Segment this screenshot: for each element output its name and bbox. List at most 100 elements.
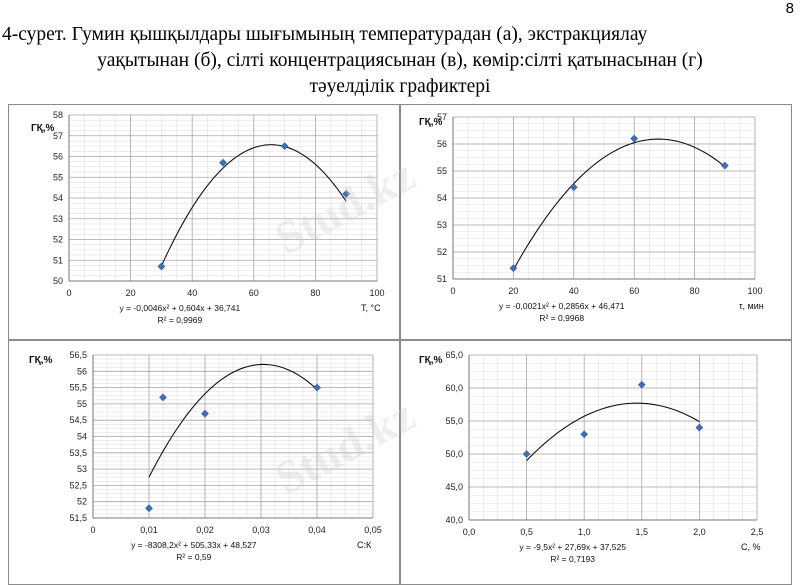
y-tick-label: 56 [437, 139, 447, 149]
x-tick-label: 0 [450, 286, 455, 296]
y-tick-label: 55 [77, 399, 87, 409]
x-tick-label: 40 [187, 288, 197, 298]
y-tick-label: 50,0 [445, 449, 463, 459]
chart-svg: 0,0 0,5 1,0 1,5 2,0 2,5 40,0 45,0 50,0 55,0 60,0 65… [419, 350, 764, 564]
x-tick-label: 80 [690, 286, 700, 296]
y-tick-label: 52,5 [69, 480, 87, 490]
y-tick-label: 55 [53, 172, 63, 182]
trend-line [526, 402, 700, 462]
x-tick-label: 80 [310, 288, 320, 298]
y-tick-label: 52 [77, 497, 87, 507]
y-tick-label: 56,5 [69, 350, 87, 360]
y-tick-label: 55 [437, 166, 447, 176]
y-tick-label: 52 [53, 235, 63, 245]
x-tick-label: 0,02 [196, 525, 214, 535]
x-axis-label: С:К [357, 540, 372, 550]
y-tick-label: 55,0 [445, 416, 463, 426]
data-point [569, 183, 578, 192]
x-tick-label: 0 [90, 525, 95, 535]
r-squared: R² = 0,9969 [158, 315, 203, 325]
y-tick-label: 55,5 [69, 383, 87, 393]
x-tick-label: 1,0 [578, 527, 591, 537]
y-tick-label: 52 [437, 247, 447, 257]
caption-line-2: уақытынан (б), сілті концентрациясынан (… [97, 50, 703, 71]
x-tick-label: 100 [369, 288, 384, 298]
y-tick-label: 58 [53, 110, 63, 120]
trend-equation: y = -0,0021x² + 0,2856x + 46,471 [499, 301, 625, 311]
data-point [695, 423, 704, 432]
caption-line-3: тәуелділік графиктері [309, 76, 491, 97]
y-tick-label: 57 [53, 131, 63, 141]
x-tick-label: 0,03 [252, 525, 270, 535]
y-tick-label: 51 [437, 274, 447, 284]
y-tick-label: 53,5 [69, 448, 87, 458]
trend-equation: y = -8308,2x² + 505,33x + 48,527 [131, 540, 257, 550]
x-tick-label: 2,5 [751, 527, 764, 537]
y-tick-label: 45,0 [445, 482, 463, 492]
chart-extraction-time: 0 20 40 60 80 100 51 52 53 54 55 56 57 ГҚ,% τ, мин y = … [400, 104, 792, 340]
y-tick-label: 65,0 [445, 350, 463, 360]
x-tick-label: 60 [249, 288, 259, 298]
data-point [522, 450, 531, 458]
chart-alkali-concentration: 0 0,01 0,02 0,03 0,04 0,05 51,5 52 52,5 53 53,5 54 5… [8, 340, 400, 585]
r-squared: R² = 0,59 [176, 552, 211, 562]
chart-coal-alkali-ratio: 0,0 0,5 1,0 1,5 2,0 2,5 40,0 45,0 50,0 55,0 60,0 65… [400, 340, 792, 585]
y-tick-label: 53 [53, 214, 63, 224]
x-tick-label: 0,5 [520, 527, 533, 537]
x-tick-label: 0,04 [308, 525, 326, 535]
trend-equation: y = -0,0046x² + 0,604x + 36,741 [120, 303, 241, 313]
y-tick-label: 54 [437, 193, 447, 203]
y-tick-label: 60,0 [445, 383, 463, 393]
x-tick-label: 40 [569, 286, 579, 296]
y-tick-label: 50 [53, 276, 63, 286]
x-axis-label: T, °C [361, 303, 381, 313]
data-point [201, 409, 209, 418]
data-point [157, 262, 166, 271]
chart-temperature: 0 20 40 60 80 100 50 51 52 53 54 55 56 57 58 ГҚ,% T, °C y… [8, 104, 400, 340]
data-point [145, 504, 153, 513]
y-axis-label: ГҚ,% [31, 123, 55, 134]
data-point [219, 158, 227, 167]
x-tick-label: 2,0 [693, 527, 706, 537]
x-tick-label: 20 [126, 288, 136, 298]
y-tick-label: 57 [437, 112, 447, 122]
y-axis-label: ГҚ,% [419, 117, 443, 128]
trend-equation: y = -9,5x² + 27,69x + 37,525 [519, 542, 626, 552]
x-axis-label: C, % [741, 542, 761, 552]
data-point [637, 380, 646, 389]
data-point [509, 264, 518, 273]
x-tick-label: 100 [747, 286, 762, 296]
trend-line [512, 138, 726, 271]
x-tick-label: 20 [508, 286, 518, 296]
trend-line [148, 363, 318, 478]
y-tick-label: 56 [53, 152, 63, 162]
trend-line [160, 144, 347, 267]
y-tick-label: 40,0 [445, 515, 463, 525]
y-axis-label: ГҚ,% [29, 355, 53, 366]
data-point [580, 430, 589, 439]
y-tick-label: 54 [53, 193, 63, 203]
y-tick-label: 53 [437, 220, 447, 230]
chart-svg: 0 20 40 60 80 100 50 51 52 53 54 55 56 57 58 ГҚ,% T, °C y… [31, 110, 385, 325]
y-tick-label: 54 [77, 432, 87, 442]
data-point [342, 189, 351, 198]
data-point [720, 161, 729, 170]
y-tick-label: 51 [53, 255, 63, 265]
caption-line-1: 4-сурет. Гумин қышқылдары шығымының темп… [2, 24, 648, 45]
x-tick-label: 0 [66, 288, 71, 298]
r-squared: R² = 0,9968 [539, 313, 584, 323]
x-tick-label: 0,0 [463, 527, 476, 537]
r-squared: R² = 0,7193 [550, 554, 595, 564]
y-tick-label: 53 [77, 464, 87, 474]
y-tick-label: 54,5 [69, 415, 87, 425]
chart-svg: 0 0,01 0,02 0,03 0,04 0,05 51,5 52 52,5 53 53,5 54 5… [29, 350, 382, 562]
y-axis-label: ГҚ,% [419, 355, 443, 366]
figure-caption: 4-сурет. Гумин қышқылдары шығымының темп… [0, 22, 800, 100]
data-point [630, 134, 639, 143]
data-point [280, 142, 289, 151]
x-tick-label: 60 [629, 286, 639, 296]
data-point [159, 393, 167, 402]
y-tick-label: 51,5 [69, 513, 87, 523]
x-tick-label: 0,01 [140, 525, 158, 535]
x-axis-label: τ, мин [739, 301, 764, 311]
